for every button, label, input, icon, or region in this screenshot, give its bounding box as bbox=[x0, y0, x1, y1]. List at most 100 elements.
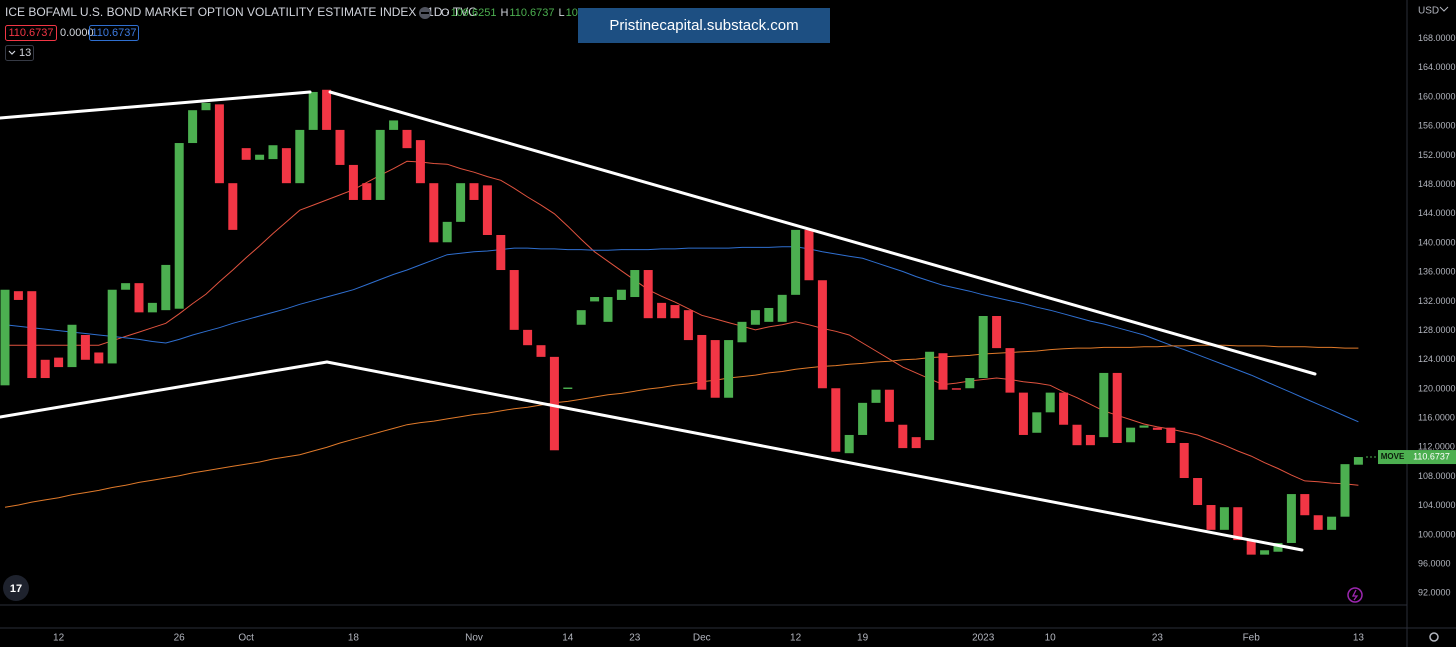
y-tick-label: 164.0000 bbox=[1418, 62, 1456, 72]
y-tick-label: 120.0000 bbox=[1418, 383, 1456, 393]
candle bbox=[214, 104, 224, 184]
watermark-box bbox=[578, 8, 830, 43]
candle bbox=[188, 110, 198, 144]
candle bbox=[201, 102, 211, 111]
candle bbox=[402, 129, 412, 149]
settings-icon[interactable] bbox=[1429, 632, 1439, 642]
lightning-bolt bbox=[1351, 589, 1359, 601]
candle bbox=[1126, 427, 1136, 443]
candle bbox=[858, 402, 868, 435]
candle bbox=[657, 302, 667, 319]
candle bbox=[1179, 442, 1189, 479]
price-badge bbox=[1407, 450, 1456, 465]
candle bbox=[724, 340, 734, 398]
candle bbox=[1260, 550, 1270, 555]
candle bbox=[1018, 392, 1028, 435]
candle bbox=[523, 329, 533, 346]
candle bbox=[161, 264, 171, 311]
y-tick-label: 96.0000 bbox=[1418, 559, 1451, 569]
candle bbox=[1072, 424, 1082, 446]
y-tick-label: 108.0000 bbox=[1418, 471, 1456, 481]
candle bbox=[429, 183, 439, 243]
candle bbox=[1286, 494, 1296, 543]
candle bbox=[1005, 348, 1015, 393]
y-tick-label: 132.0000 bbox=[1418, 296, 1456, 306]
candle bbox=[643, 270, 653, 319]
candle bbox=[871, 389, 881, 403]
candle bbox=[147, 302, 157, 313]
candle bbox=[134, 283, 144, 313]
y-tick-label: 148.0000 bbox=[1418, 179, 1456, 189]
candle bbox=[791, 229, 801, 295]
candle bbox=[670, 305, 680, 319]
x-tick-label: Dec bbox=[693, 633, 711, 644]
candle bbox=[496, 234, 506, 271]
candle bbox=[1206, 505, 1216, 530]
y-tick-label: 116.0000 bbox=[1418, 413, 1455, 423]
candle bbox=[1139, 425, 1149, 428]
chevron-icon bbox=[8, 50, 16, 55]
symbol-label: MOVE bbox=[1381, 452, 1405, 461]
x-tick-label: Feb bbox=[1243, 633, 1261, 644]
tv-logo: 17 bbox=[3, 575, 29, 601]
candle bbox=[121, 283, 131, 290]
candle bbox=[911, 437, 921, 449]
indicator-box bbox=[5, 25, 57, 41]
candle bbox=[844, 434, 854, 454]
candle bbox=[308, 91, 318, 130]
candle bbox=[536, 345, 546, 357]
candle bbox=[67, 324, 77, 368]
candle bbox=[0, 289, 10, 386]
logo-badge bbox=[3, 575, 29, 601]
trendline bbox=[0, 90, 312, 120]
indicator-value: 110.6737 bbox=[8, 27, 53, 39]
y-tick-label: 144.0000 bbox=[1418, 208, 1456, 218]
collapse-button[interactable] bbox=[5, 45, 34, 61]
candle bbox=[362, 183, 372, 200]
x-tick-label: Nov bbox=[465, 633, 483, 644]
y-tick-label: 160.0000 bbox=[1418, 91, 1456, 101]
trendline bbox=[0, 360, 329, 419]
candle bbox=[389, 120, 399, 130]
lightning-icon[interactable] bbox=[1347, 587, 1363, 603]
candle bbox=[268, 145, 278, 160]
candle bbox=[54, 357, 64, 368]
candle bbox=[1219, 507, 1229, 530]
ohlc-key: H bbox=[500, 7, 508, 19]
candle bbox=[228, 183, 238, 230]
y-tick-label: 128.0000 bbox=[1418, 325, 1456, 335]
candle bbox=[938, 353, 948, 390]
candle bbox=[295, 129, 305, 184]
candle bbox=[322, 89, 332, 130]
toggle-icon-bar bbox=[421, 12, 429, 14]
x-tick-label: 23 bbox=[1152, 633, 1164, 644]
y-tick-label: 140.0000 bbox=[1418, 237, 1456, 247]
candle bbox=[1112, 372, 1122, 443]
candle bbox=[27, 291, 37, 379]
candle bbox=[1032, 412, 1042, 433]
candle bbox=[1099, 372, 1109, 438]
y-tick-label: 152.0000 bbox=[1418, 150, 1456, 160]
ma-line bbox=[4, 344, 1359, 508]
candle bbox=[683, 310, 693, 341]
price-label: 110.6737 bbox=[1413, 451, 1450, 461]
candle bbox=[13, 291, 23, 300]
chart-title: ICE BOFAML U.S. BOND MARKET OPTION VOLAT… bbox=[5, 5, 477, 19]
ohlc-key: O bbox=[441, 7, 450, 19]
candle bbox=[817, 280, 827, 389]
candle bbox=[978, 316, 988, 379]
candle bbox=[1085, 434, 1095, 446]
currency-chevron bbox=[1439, 6, 1449, 12]
currency: USD bbox=[1418, 6, 1439, 17]
candle bbox=[1233, 507, 1243, 541]
trendline bbox=[325, 360, 1304, 552]
candle bbox=[375, 129, 385, 200]
candle bbox=[925, 351, 935, 441]
x-tick-label: 26 bbox=[174, 633, 186, 644]
indicator-value: 0.0000 bbox=[60, 27, 94, 39]
candle bbox=[335, 129, 345, 165]
candle bbox=[549, 356, 559, 451]
candle bbox=[415, 140, 425, 184]
